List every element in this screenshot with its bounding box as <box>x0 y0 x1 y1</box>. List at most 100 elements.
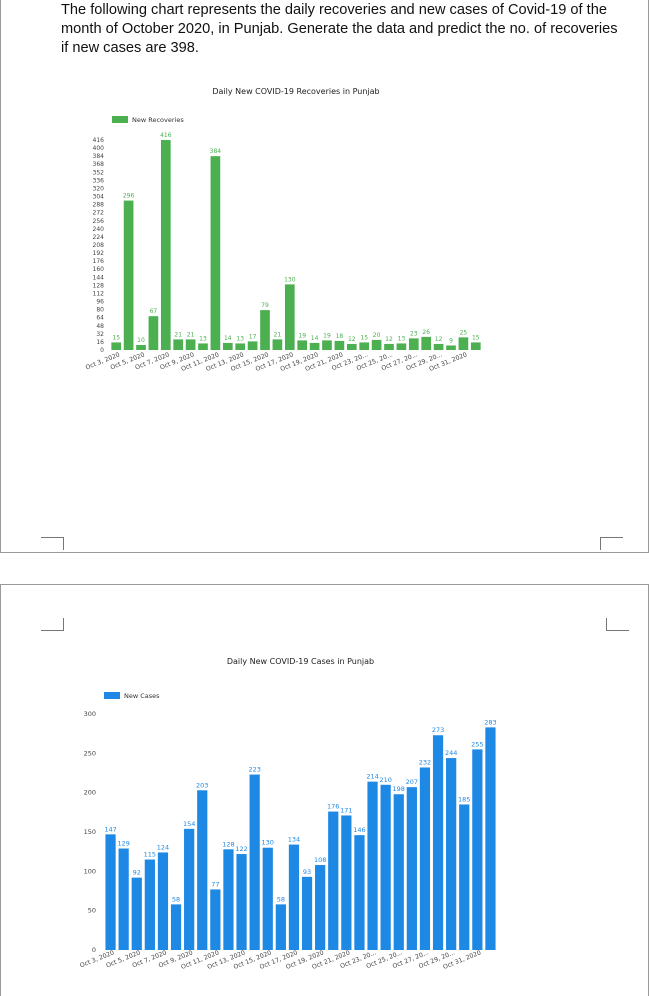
bar <box>334 340 345 350</box>
y-tick-label: 160 <box>93 266 105 273</box>
y-tick-label: 384 <box>93 153 105 160</box>
bar-value-label: 129 <box>117 840 129 848</box>
bar-value-label: 416 <box>160 132 172 139</box>
crop-mark <box>600 537 623 550</box>
bar-value-label: 176 <box>327 803 339 811</box>
y-tick-label: 208 <box>93 242 105 249</box>
y-tick-label: 240 <box>93 226 105 233</box>
bar-value-label: 154 <box>183 820 195 828</box>
y-tick-label: 250 <box>84 749 96 757</box>
bar-value-label: 10 <box>137 337 145 344</box>
y-tick-label: 300 <box>84 710 96 718</box>
bar <box>485 727 496 950</box>
bar <box>210 156 221 350</box>
bar-value-label: 15 <box>472 334 480 341</box>
y-tick-label: 400 <box>93 145 105 152</box>
y-tick-label: 320 <box>93 185 105 192</box>
bar-value-label: 58 <box>277 895 285 903</box>
question-text: The following chart represents the daily… <box>61 2 618 56</box>
bar-value-label: 26 <box>422 329 430 336</box>
bar <box>384 343 394 350</box>
bar <box>346 343 357 350</box>
bar <box>406 787 417 950</box>
bar-value-label: 9 <box>449 337 453 344</box>
y-tick-label: 192 <box>93 250 105 257</box>
y-tick-label: 50 <box>88 907 96 915</box>
legend-swatch <box>112 116 128 123</box>
bar <box>157 852 169 950</box>
bar <box>111 342 122 350</box>
bar <box>210 889 221 950</box>
document-page-top: The following chart represents the daily… <box>0 0 649 553</box>
bar <box>222 342 233 350</box>
bar <box>328 811 339 950</box>
bar-value-label: 296 <box>123 193 135 200</box>
chart-title: Daily New COVID-19 Cases in Punjab <box>227 657 374 666</box>
bar-value-label: 130 <box>284 276 296 283</box>
bar <box>148 316 159 350</box>
bar <box>272 339 283 350</box>
bar <box>432 735 444 950</box>
bar-value-label: 67 <box>150 308 158 315</box>
y-tick-label: 176 <box>93 258 105 265</box>
bar-value-label: 214 <box>366 773 378 781</box>
bar <box>136 344 146 350</box>
bar-value-label: 93 <box>303 868 311 876</box>
bar <box>367 781 378 950</box>
bar-value-label: 146 <box>353 826 365 834</box>
legend-swatch <box>104 692 120 699</box>
bar <box>421 336 432 350</box>
bar <box>184 828 195 950</box>
bar-value-label: 171 <box>340 806 352 814</box>
bar-value-label: 130 <box>262 839 274 847</box>
bar <box>118 848 129 950</box>
y-tick-label: 224 <box>93 234 105 241</box>
chart-title: Daily New COVID-19 Recoveries in Punjab <box>212 87 379 96</box>
bar <box>341 815 352 950</box>
y-tick-label: 80 <box>96 307 104 314</box>
bar <box>131 877 142 950</box>
bar-value-label: 185 <box>458 795 470 803</box>
bar-value-label: 15 <box>112 334 120 341</box>
legend-label: New Recoveries <box>132 116 184 124</box>
bar-value-label: 20 <box>373 332 381 339</box>
y-tick-label: 368 <box>93 161 105 168</box>
bar <box>458 337 469 350</box>
bar-value-label: 23 <box>410 330 418 337</box>
bar <box>380 784 391 950</box>
bar-value-label: 203 <box>196 781 208 789</box>
bar-value-label: 15 <box>360 334 368 341</box>
bar <box>354 835 365 950</box>
bar <box>247 341 258 350</box>
bar <box>446 758 457 950</box>
bar-value-label: 273 <box>432 726 444 734</box>
bar-value-label: 108 <box>314 856 326 864</box>
y-tick-label: 352 <box>93 169 105 176</box>
bar <box>408 338 419 350</box>
bar <box>260 310 270 350</box>
bar <box>173 339 184 350</box>
crop-mark <box>606 618 629 631</box>
y-tick-label: 336 <box>93 177 105 184</box>
bar <box>185 339 196 350</box>
bar-value-label: 232 <box>419 758 431 766</box>
bar <box>284 284 295 350</box>
bar <box>160 140 171 350</box>
bar-value-label: 115 <box>144 851 156 859</box>
bar-value-label: 255 <box>471 740 483 748</box>
bar <box>459 804 470 950</box>
bar <box>359 342 370 350</box>
cases-chart: Daily New COVID-19 Cases in Punjab New Ca… <box>79 657 497 971</box>
bar-value-label: 244 <box>445 749 457 757</box>
bar-value-label: 223 <box>248 766 260 774</box>
y-tick-label: 150 <box>84 828 96 836</box>
y-tick-label: 128 <box>93 282 105 289</box>
bar-value-label: 12 <box>348 336 356 343</box>
legend-label: New Cases <box>124 692 160 700</box>
bar-value-label: 198 <box>393 785 405 793</box>
bar-value-label: 384 <box>210 148 222 155</box>
bar-value-label: 14 <box>311 335 319 342</box>
bar <box>371 339 382 350</box>
bar <box>105 834 116 950</box>
y-tick-label: 256 <box>93 218 105 225</box>
